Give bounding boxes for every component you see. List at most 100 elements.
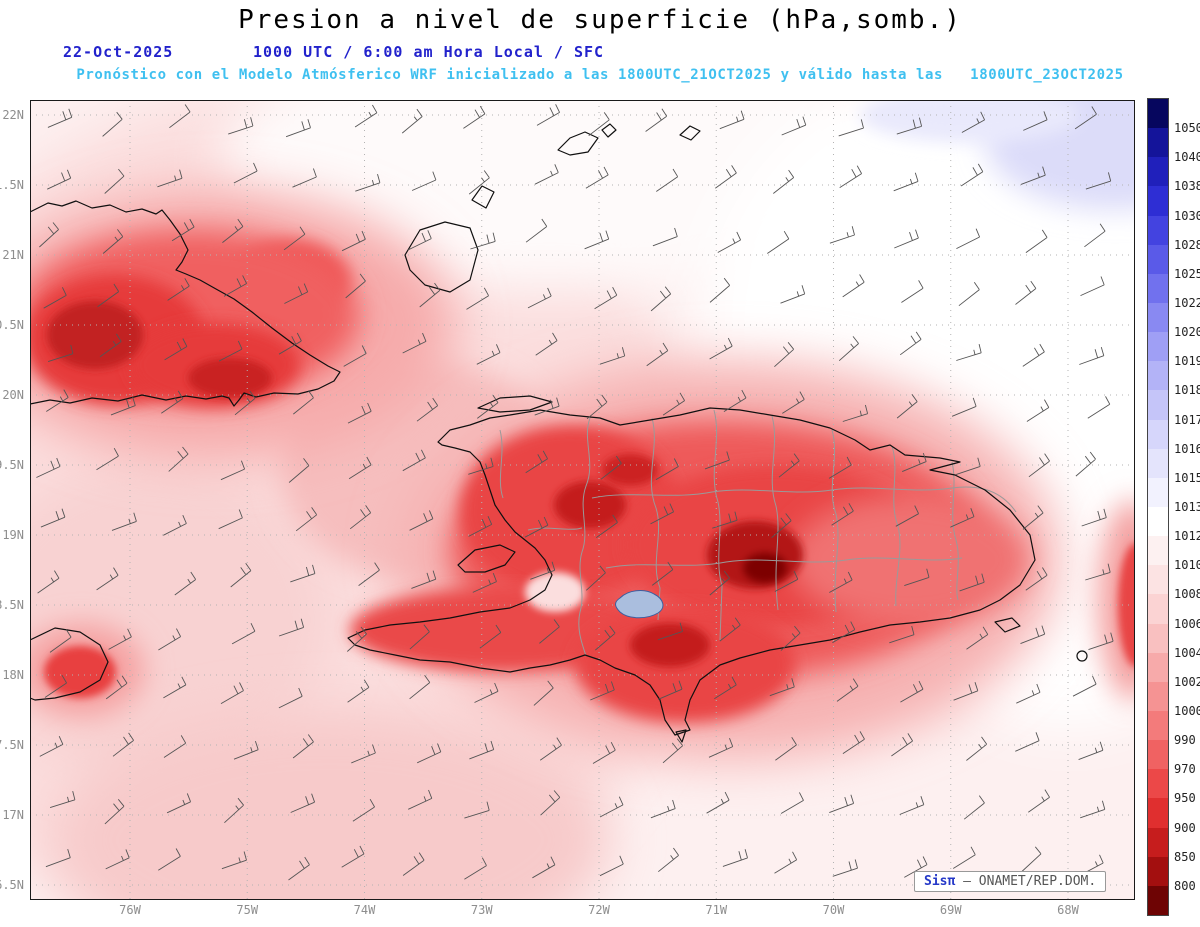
y-tick-label: 22N (2, 108, 24, 122)
island-caicos (679, 125, 701, 141)
colorbar-label: 1050 (1174, 121, 1200, 136)
province-border (951, 461, 959, 601)
island-mona (1076, 650, 1088, 662)
model-info-line: Pronóstico con el Modelo Atmósferico WRF… (76, 67, 1124, 83)
colorbar-segment (1148, 99, 1168, 129)
colorbar-label: 1012 (1174, 529, 1200, 544)
province-border (605, 557, 963, 569)
forecast-date: 22-Oct-2025 (63, 43, 174, 61)
field-darkest-core (743, 553, 787, 583)
colorbar-label: 1028 (1174, 237, 1200, 252)
y-tick-label: 9.5N (0, 458, 24, 472)
field-red-jamaica (44, 646, 116, 698)
field-light-gap (525, 572, 585, 612)
colorbar-segment (1148, 390, 1168, 420)
y-tick-label: 21N (2, 248, 24, 262)
wind-barbs (36, 104, 1114, 881)
y-tick-label: 6.5N (0, 878, 24, 892)
colorbar-segment (1148, 798, 1168, 828)
y-tick-label: 7.5N (0, 738, 24, 752)
colorbar-label: 1030 (1174, 208, 1200, 223)
island-inagua (404, 221, 479, 293)
pressure-field-shading (0, 30, 1200, 927)
island-gonave (457, 544, 516, 573)
department-border (527, 527, 583, 531)
colorbar-segment (1148, 565, 1168, 595)
field-red-east (790, 495, 1030, 625)
y-tick-label: 19N (2, 528, 24, 542)
y-axis-labels: 22N 1.5N 21N 0.5N 20N 9.5N 19N 8.5N 18N 7.5N 17N 6.… (0, 0, 28, 927)
x-tick-label: 68W (1057, 903, 1079, 917)
x-tick-label: 75W (236, 903, 259, 917)
colorbar-segment (1148, 244, 1168, 274)
colorbar-label: 1019 (1174, 354, 1200, 369)
page-title: Presion a nivel de superficie (hPa,somb.… (238, 5, 962, 35)
colorbar-segment (1148, 477, 1168, 507)
island-turks-small (601, 123, 617, 138)
colorbar-label: 800 (1174, 878, 1196, 893)
province-border (591, 486, 1017, 513)
colorbar-label: 1006 (1174, 616, 1200, 631)
field-blob (50, 710, 610, 927)
colorbar-label: 1008 (1174, 587, 1200, 602)
colorbar-label: 990 (1174, 733, 1196, 748)
colorbar-segment (1148, 361, 1168, 391)
colorbar-segment (1148, 769, 1168, 799)
island-turks (557, 131, 599, 156)
province-border (650, 417, 661, 621)
province-border (891, 445, 901, 607)
x-tick-label: 73W (470, 903, 493, 917)
colorbar-segment (1148, 594, 1168, 624)
province-border (713, 409, 723, 641)
colorbar-legend: 1050 1040 1038 1030 1028 1025 1022 1020 1019 1018… (1147, 98, 1200, 916)
colorbar-label: 1013 (1174, 500, 1200, 514)
y-tick-label: 17N (2, 808, 24, 822)
colorbar-label: 1038 (1174, 179, 1200, 194)
colorbar-segment (1148, 710, 1168, 741)
colorbar-segment (1148, 885, 1168, 915)
grid-lines (30, 100, 1135, 900)
colorbar-segment (1148, 740, 1168, 770)
province-border (831, 429, 839, 613)
field-darkred-core (602, 454, 658, 486)
map-plot-area: Sisπ – ONAMET/REP.DOM. (0, 30, 1200, 927)
colorbar-segment (1148, 273, 1168, 303)
colorbar-label: 1022 (1174, 296, 1200, 310)
colorbar-segment (1148, 419, 1168, 449)
colorbar-segment (1148, 506, 1168, 537)
island-bahamas-small (471, 185, 495, 209)
field-darkred-cuba (47, 301, 143, 369)
colorbar-segment (1148, 302, 1168, 333)
border-haiti-dr (578, 417, 591, 657)
colorbar-segment (1148, 157, 1168, 187)
watermark-badge: Sisπ – ONAMET/REP.DOM. (914, 871, 1107, 892)
colorbar-segment (1148, 681, 1168, 711)
y-tick-label: 8.5N (0, 598, 24, 612)
y-tick-label: 1.5N (0, 178, 24, 192)
x-tick-label: 72W (588, 903, 610, 917)
x-tick-label: 76W (119, 903, 141, 917)
lake-enriquillo (615, 590, 664, 619)
coastline-cuba (29, 200, 341, 407)
colorbar-label: 1017 (1174, 412, 1200, 427)
island-tortuga (477, 395, 553, 413)
forecast-valid-time: 1000 UTC / 6:00 am Hora Local / SFC (253, 43, 605, 61)
colorbar-label: 1002 (1174, 674, 1200, 689)
colorbar-label: 1010 (1174, 558, 1200, 573)
field-darkred-cuba (188, 358, 272, 398)
x-tick-label: 70W (822, 903, 845, 917)
y-tick-label: 20N (2, 388, 24, 402)
colorbar-label: 970 (1174, 762, 1196, 777)
field-red-tiburon (350, 588, 650, 672)
colorbar-segment (1148, 856, 1168, 886)
province-border (771, 415, 779, 611)
colorbar-label: 1020 (1174, 325, 1200, 340)
colorbar-label: 1025 (1174, 266, 1200, 281)
colorbar-segment (1148, 827, 1168, 857)
x-tick-label: 74W (353, 903, 376, 917)
colorbar-segment (1148, 652, 1168, 682)
admin-boundaries (499, 409, 1017, 657)
coastline-jamaica (29, 627, 109, 701)
colorbar-label: 1018 (1174, 383, 1200, 398)
coastlines (29, 123, 1088, 743)
